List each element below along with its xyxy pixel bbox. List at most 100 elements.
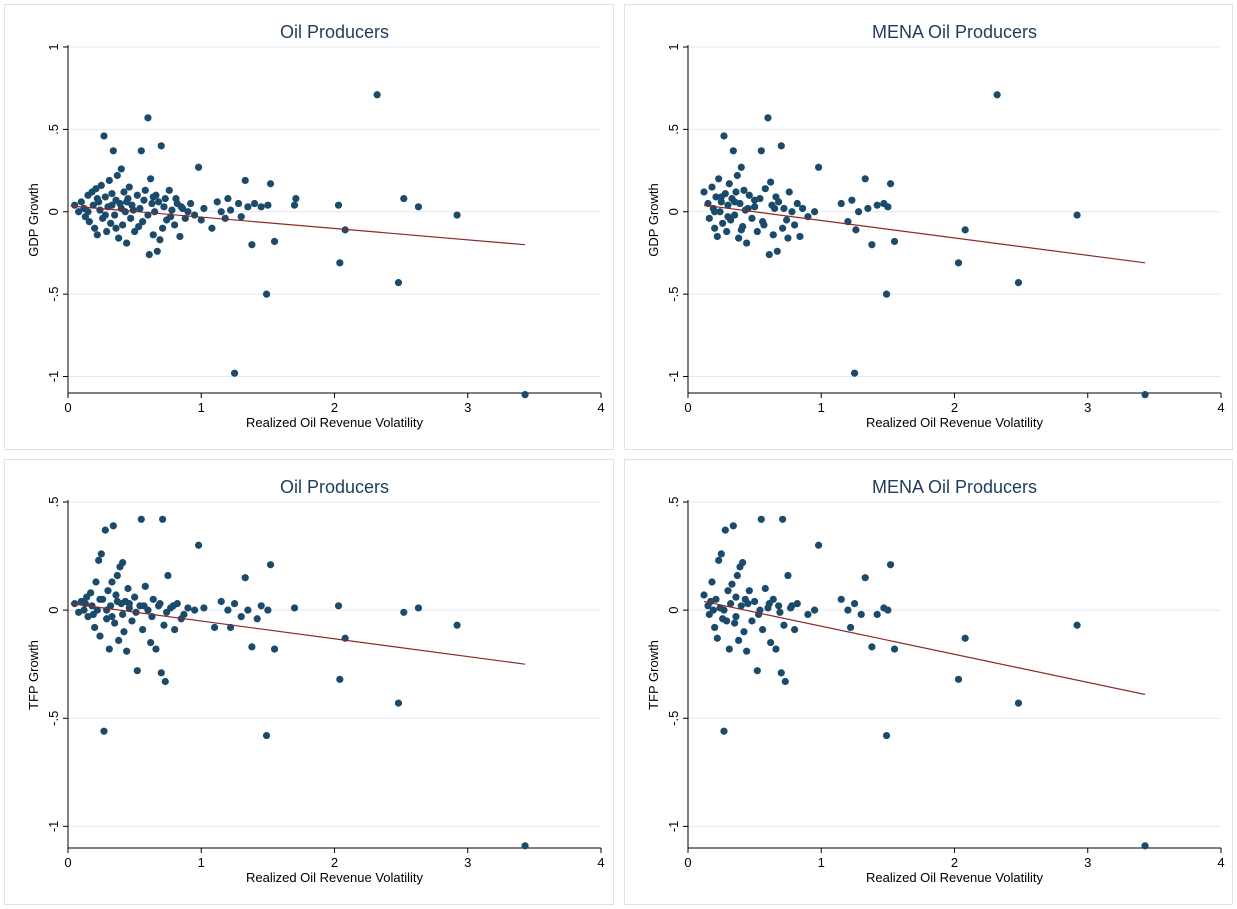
scatter-point	[92, 578, 100, 586]
scatter-point	[248, 643, 256, 651]
chart-gdp-mena-oil-producers: MENA Oil Producers -1 -.5 0 .5 1 0 1 2 3 4 Realized…	[646, 22, 1225, 430]
scatter-point	[124, 584, 132, 593]
scatter-point	[779, 224, 787, 232]
scatter-point	[248, 241, 256, 249]
scatter-point	[414, 604, 423, 612]
x-tick-label: 3	[464, 400, 471, 415]
scatter-point	[1141, 842, 1149, 850]
scatter-point	[200, 204, 208, 213]
fit-line	[70, 205, 526, 246]
scatter-point	[180, 610, 188, 619]
x-tick-label: 1	[818, 855, 825, 870]
scatter-point	[93, 194, 101, 203]
y-tick-label: -.5	[46, 711, 61, 726]
scatter-point	[133, 191, 141, 199]
scatter-point	[208, 224, 216, 232]
scatter-point	[723, 227, 731, 236]
scatter-point	[244, 203, 252, 211]
panel-tfp-mena-oil-producers: MENA Oil Producers -1 -.5 0 .5 0 1 2 3 4 Realized …	[624, 459, 1233, 905]
scatter-point	[854, 208, 863, 216]
scatter-point	[257, 602, 265, 610]
scatter-point	[771, 204, 779, 213]
scatter-point	[785, 188, 793, 196]
scatter-point	[884, 203, 892, 211]
scatter-point	[112, 591, 120, 599]
y-tick-label: .5	[666, 497, 681, 508]
scatter-point	[197, 216, 205, 224]
scatter-point	[266, 180, 275, 188]
scatter-point	[759, 625, 767, 634]
scatter-point	[761, 584, 769, 593]
scatter-point	[120, 628, 128, 636]
scatter-point	[123, 647, 131, 655]
chart-title: MENA Oil Producers	[872, 22, 1037, 42]
scatter-point	[735, 234, 743, 242]
x-axis-label: Realized Oil Revenue Volatility	[866, 870, 1044, 885]
scatter-point	[290, 604, 299, 612]
scatter-point	[757, 147, 765, 155]
y-axis-label: TFP Growth	[646, 640, 661, 710]
scatter-point	[190, 606, 199, 614]
scatter-point	[108, 613, 116, 621]
scatter-point	[751, 203, 759, 211]
scatter-point	[117, 165, 125, 173]
scatter-point	[80, 606, 88, 614]
scatter-point	[1014, 699, 1023, 707]
scatter-point	[270, 645, 279, 653]
scatter-point	[152, 645, 160, 653]
scatter-point	[160, 203, 168, 211]
scatter-point	[230, 369, 239, 377]
scatter-point	[767, 638, 775, 647]
scatter-point	[250, 199, 259, 208]
scatter-point	[108, 578, 116, 586]
scatter-point	[163, 608, 171, 616]
scatter-point	[92, 185, 100, 193]
scatter-point	[751, 196, 759, 204]
scatter-point	[712, 193, 720, 201]
scatter-point	[954, 675, 963, 683]
x-tick-label: 4	[1217, 855, 1224, 870]
scatter-point	[172, 194, 180, 203]
scatter-point	[200, 604, 208, 612]
scatter-point	[241, 176, 249, 185]
scatter-point	[91, 623, 99, 632]
x-tick-label: 4	[597, 855, 604, 870]
scatter-point	[733, 571, 741, 580]
scatter-point	[724, 201, 732, 209]
scatter-point	[108, 190, 116, 198]
scatter-point	[155, 198, 163, 206]
scatter-point	[725, 645, 733, 653]
scatter-point	[784, 571, 792, 580]
scatter-point	[244, 606, 252, 614]
scatter-point	[804, 610, 812, 619]
scatter-point	[868, 241, 876, 249]
scatter-point	[144, 114, 152, 122]
scatter-point	[765, 600, 773, 608]
scatter-point	[848, 196, 856, 204]
y-tick-label: 0	[46, 607, 61, 614]
y-tick-label: -1	[46, 371, 61, 383]
scatter-point	[700, 188, 708, 196]
y-tick-label: -.5	[666, 287, 681, 302]
scatter-point	[724, 213, 732, 221]
scatter-point	[109, 147, 117, 155]
scatter-point	[145, 251, 153, 259]
scatter-point	[129, 206, 137, 214]
panel-gdp-mena-oil-producers: MENA Oil Producers -1 -.5 0 .5 1 0 1 2 3 4 Realized…	[624, 4, 1233, 450]
scatter-point	[846, 623, 855, 632]
scatter-point	[334, 201, 343, 209]
scatter-point	[810, 208, 819, 216]
y-axis-label: GDP Growth	[646, 183, 661, 256]
scatter-point	[711, 208, 719, 216]
scatter-point	[181, 214, 189, 222]
scatter-point	[814, 163, 823, 171]
scatter-point	[733, 171, 741, 180]
scatter-point	[237, 613, 245, 621]
scatter-point	[125, 600, 133, 608]
scatter-point	[176, 232, 184, 241]
scatter-point	[100, 727, 108, 735]
x-tick-label: 0	[684, 855, 691, 870]
scatter-point	[886, 180, 895, 188]
scatter-point	[961, 634, 969, 642]
scatter-point	[780, 621, 788, 629]
